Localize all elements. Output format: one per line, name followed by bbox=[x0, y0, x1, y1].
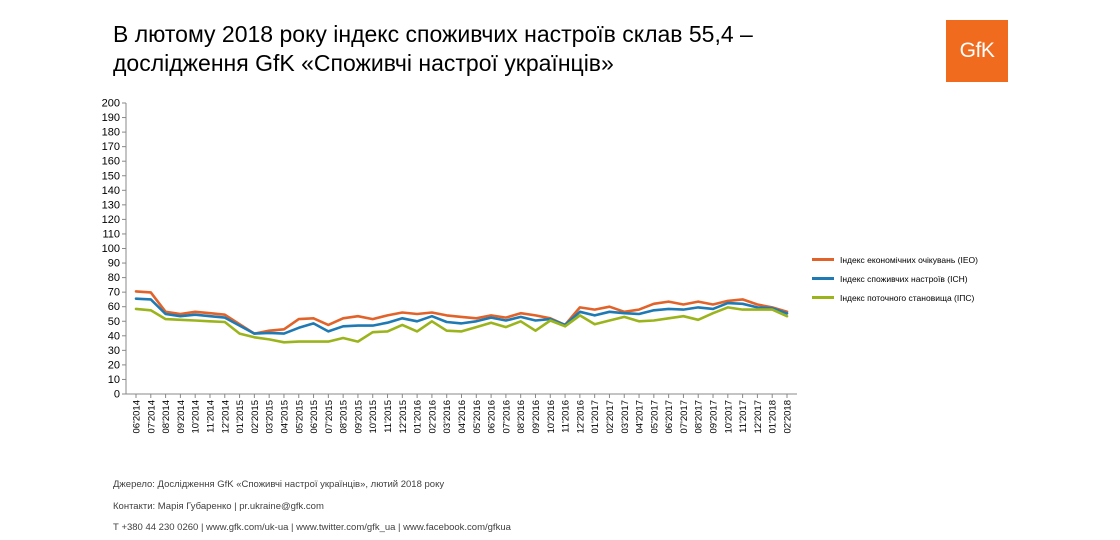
chart-legend: Індекс економічних очікувань (IEO) Індек… bbox=[812, 250, 978, 307]
y-tick-label: 130 bbox=[102, 199, 120, 211]
x-tick-label: 06'2015 bbox=[309, 400, 320, 434]
x-tick-label: 07'2014 bbox=[146, 400, 157, 434]
y-tick-label: 60 bbox=[108, 301, 120, 313]
legend-label-ieo: Індекс економічних очікувань (IEO) bbox=[840, 254, 978, 265]
x-tick-label: 04'2017 bbox=[635, 400, 646, 434]
y-tick-label: 140 bbox=[102, 185, 120, 197]
legend-label-ips: Індекс поточного становища (IПС) bbox=[840, 292, 975, 303]
y-tick-label: 120 bbox=[102, 214, 120, 226]
x-tick-label: 10'2015 bbox=[368, 400, 379, 434]
x-tick-label: 10'2017 bbox=[723, 400, 734, 434]
y-tick-label: 160 bbox=[102, 156, 120, 168]
y-tick-label: 180 bbox=[102, 127, 120, 139]
x-tick-label: 10'2014 bbox=[191, 400, 202, 434]
x-tick-label: 03'2017 bbox=[620, 400, 631, 434]
y-tick-label: 40 bbox=[108, 330, 120, 342]
x-tick-label: 11'2015 bbox=[383, 400, 394, 433]
x-tick-label: 06'2016 bbox=[487, 400, 498, 434]
y-tick-label: 150 bbox=[102, 170, 120, 182]
x-tick-label: 04'2015 bbox=[279, 400, 290, 434]
legend-item-ieo: Індекс економічних очікувань (IEO) bbox=[812, 250, 978, 269]
y-tick-label: 10 bbox=[108, 374, 120, 386]
y-tick-label: 20 bbox=[108, 359, 120, 371]
y-tick-label: 0 bbox=[114, 389, 120, 401]
x-tick-label: 01'2015 bbox=[235, 400, 246, 434]
x-tick-label: 10'2016 bbox=[546, 400, 557, 434]
legend-item-ich: Індекс споживчих настроїв (ICH) bbox=[812, 269, 978, 288]
gfk-logo: GfK bbox=[946, 20, 1008, 82]
y-tick-label: 200 bbox=[102, 98, 120, 110]
x-tick-label: 02'2016 bbox=[427, 400, 438, 434]
x-tick-label: 07'2015 bbox=[324, 400, 335, 434]
x-tick-label: 03'2015 bbox=[265, 400, 276, 434]
x-tick-label: 05'2015 bbox=[294, 400, 305, 434]
x-tick-label: 09'2016 bbox=[531, 400, 542, 434]
y-tick-label: 70 bbox=[108, 287, 120, 299]
x-tick-label: 11'2016 bbox=[561, 400, 572, 433]
x-tick-label: 08'2016 bbox=[516, 400, 527, 434]
x-tick-label: 06'2017 bbox=[664, 400, 675, 434]
x-tick-label: 04'2016 bbox=[457, 400, 468, 434]
x-tick-label: 09'2014 bbox=[176, 400, 187, 434]
y-tick-label: 190 bbox=[102, 112, 120, 124]
x-tick-label: 12'2016 bbox=[575, 400, 586, 434]
y-tick-label: 30 bbox=[108, 345, 120, 357]
x-tick-label: 06'2014 bbox=[132, 400, 143, 434]
x-tick-label: 08'2017 bbox=[694, 400, 705, 434]
legend-swatch-ips bbox=[812, 296, 834, 299]
y-tick-label: 170 bbox=[102, 141, 120, 153]
series-line-0 bbox=[134, 290, 789, 335]
x-tick-label: 08'2015 bbox=[339, 400, 350, 434]
y-tick-label: 110 bbox=[102, 228, 120, 240]
x-tick-label: 02'2015 bbox=[250, 400, 261, 434]
x-tick-label: 07'2017 bbox=[679, 400, 690, 434]
legend-swatch-ich bbox=[812, 277, 834, 280]
x-tick-label: 11'2017 bbox=[738, 400, 749, 433]
x-tick-label: 12'2014 bbox=[220, 400, 231, 434]
legend-swatch-ieo bbox=[812, 258, 834, 261]
footer-links: Т +380 44 230 0260 | www.gfk.com/uk-ua |… bbox=[113, 522, 511, 533]
legend-label-ich: Індекс споживчих настроїв (ICH) bbox=[840, 273, 968, 284]
footer-contacts: Контакти: Марія Губаренко | pr.ukraine@g… bbox=[113, 501, 324, 512]
footer-source: Джерело: Дослідження GfK «Споживчі настр… bbox=[113, 479, 445, 490]
y-tick-label: 100 bbox=[102, 243, 120, 255]
logo-text: GfK bbox=[959, 39, 995, 62]
x-tick-label: 09'2017 bbox=[709, 400, 720, 434]
x-tick-label: 11'2014 bbox=[205, 400, 216, 433]
y-tick-label: 50 bbox=[108, 316, 120, 328]
x-tick-label: 08'2014 bbox=[161, 400, 172, 434]
series-line-2 bbox=[134, 306, 789, 344]
chart-title: В лютому 2018 року індекс споживчих наст… bbox=[113, 20, 873, 78]
x-tick-label: 05'2016 bbox=[472, 400, 483, 434]
x-tick-label: 05'2017 bbox=[649, 400, 660, 434]
title-line-2: дослідження GfK «Споживчі настрої україн… bbox=[113, 50, 614, 76]
x-tick-label: 07'2016 bbox=[501, 400, 512, 434]
x-tick-label: 03'2016 bbox=[442, 400, 453, 434]
x-tick-label: 01'2018 bbox=[768, 400, 779, 434]
title-line-1: В лютому 2018 року індекс споживчих наст… bbox=[113, 21, 753, 47]
y-tick-label: 80 bbox=[108, 272, 120, 284]
x-tick-label: 02'2017 bbox=[605, 400, 616, 434]
x-tick-label: 01'2017 bbox=[590, 400, 601, 434]
x-tick-label: 01'2016 bbox=[413, 400, 424, 434]
x-tick-label: 02'2018 bbox=[783, 400, 794, 434]
x-tick-label: 12'2015 bbox=[398, 400, 409, 434]
y-tick-label: 90 bbox=[108, 258, 120, 270]
x-tick-label: 12'2017 bbox=[753, 400, 764, 434]
legend-item-ips: Індекс поточного становища (IПС) bbox=[812, 288, 978, 307]
series-line-1 bbox=[134, 297, 789, 335]
x-tick-label: 09'2015 bbox=[353, 400, 364, 434]
